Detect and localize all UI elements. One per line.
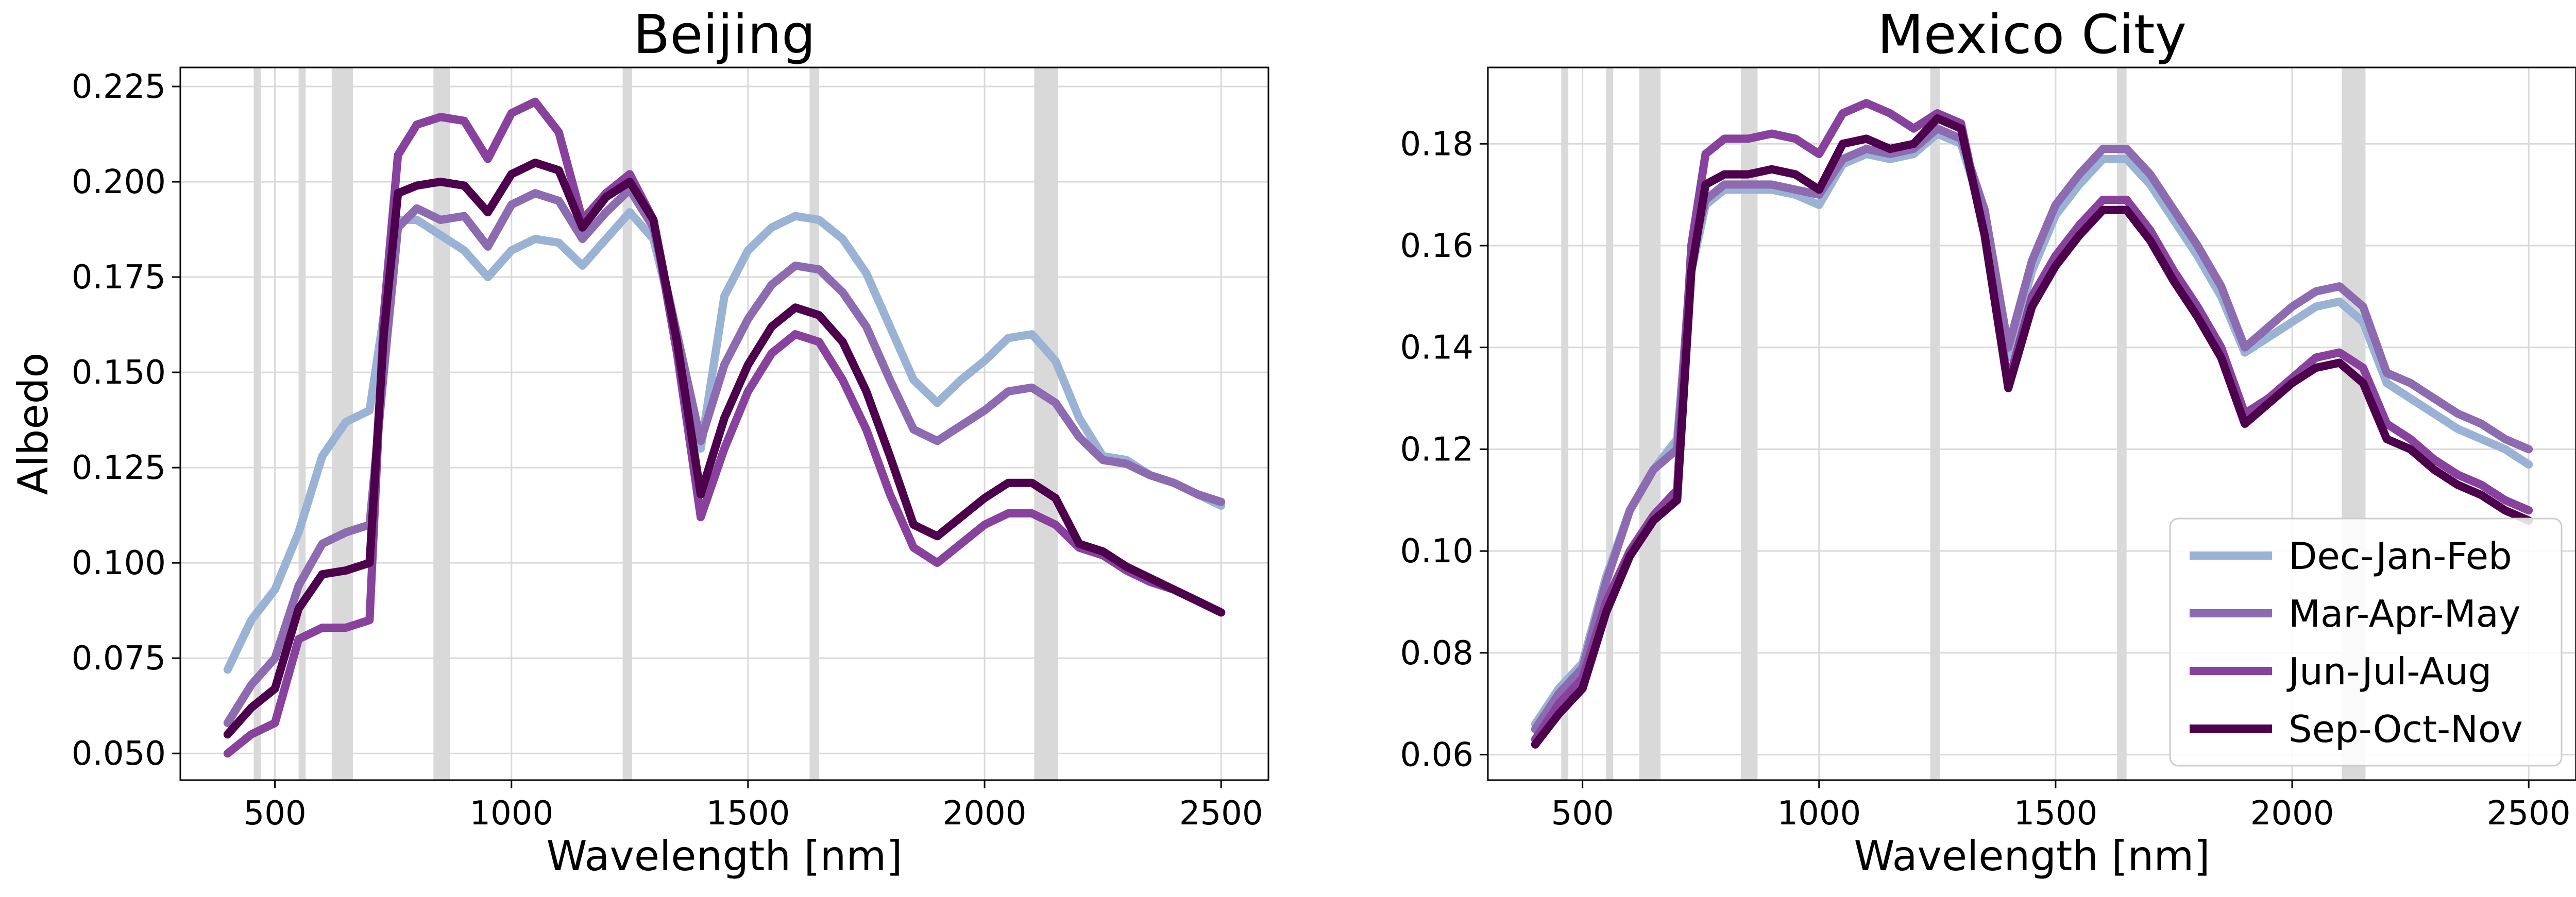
mexico-city-series-lines: [1531, 99, 2533, 749]
mexico-city-x-tick-label: 1500: [2013, 795, 2097, 833]
mexico-city-x-tick-label: 1000: [1777, 795, 1861, 833]
mexico-city-y-tick-label: 0.10: [1400, 532, 1474, 571]
mexico-city-masked-band: [1930, 67, 1940, 780]
beijing-y-tick-label: 0.200: [72, 163, 166, 201]
beijing-y-tick-label: 0.175: [72, 258, 166, 297]
beijing-y-axis-label: Albedo: [9, 353, 57, 495]
beijing-masked-band: [1034, 67, 1058, 780]
mexico-city-masked-band: [2117, 67, 2127, 780]
mexico-city-y-tick-label: 0.08: [1400, 634, 1474, 672]
beijing-y-tick-label: 0.150: [72, 354, 166, 392]
mexico-city-chart-panel: 500 1000 1500 2000 2500 0.06 0.08 0.10 0.12 0.14 0…: [1400, 3, 2576, 880]
beijing-chart-title: Beijing: [633, 3, 816, 66]
beijing-masked-band: [809, 67, 819, 780]
beijing-masked-band: [433, 67, 450, 780]
mexico-city-legend: Dec-Jan-Feb Mar-Apr-May Jun-Jul-Aug Sep-Oct…: [2169, 518, 2563, 767]
mexico-city-chart-title: Mexico City: [1877, 3, 2187, 66]
mexico-city-legend-label-dec-jan-feb: Dec-Jan-Feb: [2289, 534, 2512, 578]
beijing-plot-frame: [179, 66, 1269, 781]
mexico-city-x-tick-label: 500: [1551, 795, 1614, 833]
mexico-city-y-tick-label: 0.16: [1400, 227, 1474, 265]
beijing-x-tick-label: 2000: [943, 795, 1027, 833]
mexico-city-legend-box: [2169, 518, 2563, 767]
beijing-line-sep-oct-nov: [223, 159, 1226, 739]
mexico-city-masked-band: [1606, 67, 1614, 780]
beijing-y-tick-label: 0.125: [72, 449, 166, 487]
beijing-masked-band: [622, 67, 632, 780]
beijing-x-tick-label: 2500: [1179, 795, 1263, 833]
beijing-y-tick-label: 0.050: [72, 735, 166, 773]
mexico-city-masked-band: [1561, 67, 1569, 780]
mexico-city-masked-band: [1639, 67, 1661, 780]
beijing-series-lines: [223, 97, 1226, 758]
mexico-city-y-tick-label: 0.06: [1400, 736, 1474, 774]
mexico-city-y-tick-label: 0.18: [1400, 125, 1474, 163]
mexico-city-plot-frame: [1487, 66, 2576, 781]
mexico-city-legend-label-mar-apr-may: Mar-Apr-May: [2289, 592, 2520, 635]
beijing-x-axis-label: Wavelength [nm]: [546, 832, 902, 880]
beijing-y-tick-label: 0.100: [72, 544, 166, 582]
beijing-masked-band: [253, 67, 261, 780]
beijing-masked-band: [298, 67, 306, 780]
mexico-city-x-tick-label: 2000: [2250, 795, 2334, 833]
mexico-city-line-sep-oct-nov: [1531, 114, 2533, 749]
mexico-city-y-tick-label: 0.12: [1400, 430, 1474, 469]
beijing-x-tick-label: 1500: [706, 795, 790, 833]
mexico-city-legend-label-jun-jul-aug: Jun-Jul-Aug: [2286, 650, 2492, 693]
beijing-y-tick-label: 0.225: [72, 68, 166, 106]
mexico-city-y-tick-label: 0.14: [1400, 329, 1474, 367]
beijing-chart-panel: 500 1000 1500 2000 2500 0.050 0.075 0.100 0.125 0…: [9, 3, 1269, 880]
mexico-city-x-axis-label: Wavelength [nm]: [1854, 832, 2210, 880]
beijing-x-tick-label: 1000: [469, 795, 553, 833]
mexico-city-legend-label-sep-oct-nov: Sep-Oct-Nov: [2289, 708, 2523, 751]
beijing-y-tick-label: 0.075: [72, 640, 166, 678]
beijing-x-tick-label: 500: [244, 795, 307, 833]
mexico-city-x-tick-label: 2500: [2487, 795, 2571, 833]
